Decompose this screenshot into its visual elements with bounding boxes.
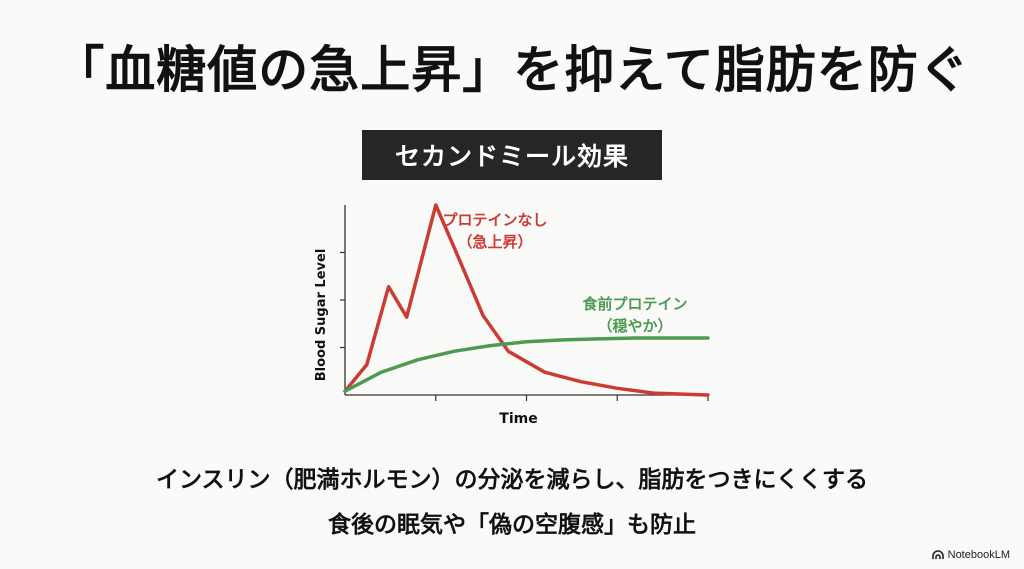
notebooklm-logo: NotebookLM: [931, 549, 1010, 561]
chart-series: [343, 203, 710, 397]
caption-line-2: 食後の眠気や「偽の空腹感」も防止: [328, 512, 696, 538]
annotation-no-protein-line2: （急上昇）: [457, 233, 532, 251]
y-axis-label: Blood Sugar Level: [314, 249, 329, 382]
notebooklm-logo-icon: [931, 550, 944, 559]
blood-sugar-chart: Time Blood Sugar Level プロテインなし （急上昇） 食前プロテイン…: [314, 203, 710, 427]
section-badge: セカンドミール効果: [362, 130, 662, 180]
annotation-no-protein-line1: プロテインなし: [442, 211, 547, 229]
x-axis-label: Time: [499, 411, 537, 427]
series-line-no-protein: [343, 203, 710, 397]
annotation-pre-meal-protein-line1: 食前プロテイン: [582, 295, 687, 313]
series-line-pre-meal-protein: [343, 336, 710, 393]
annotation-pre-meal-protein-line2: （穏やか）: [597, 317, 672, 335]
caption-line-1: インスリン（肥満ホルモン）の分泌を減らし、脂肪をつきにくくする: [155, 467, 869, 493]
slide-title: 「血糖値の急上昇」を抑えて脂肪を防ぐ: [54, 41, 970, 99]
logo-text: NotebookLM: [947, 549, 1010, 561]
chart-labels: Time Blood Sugar Level プロテインなし （急上昇） 食前プロテイン…: [314, 211, 688, 427]
